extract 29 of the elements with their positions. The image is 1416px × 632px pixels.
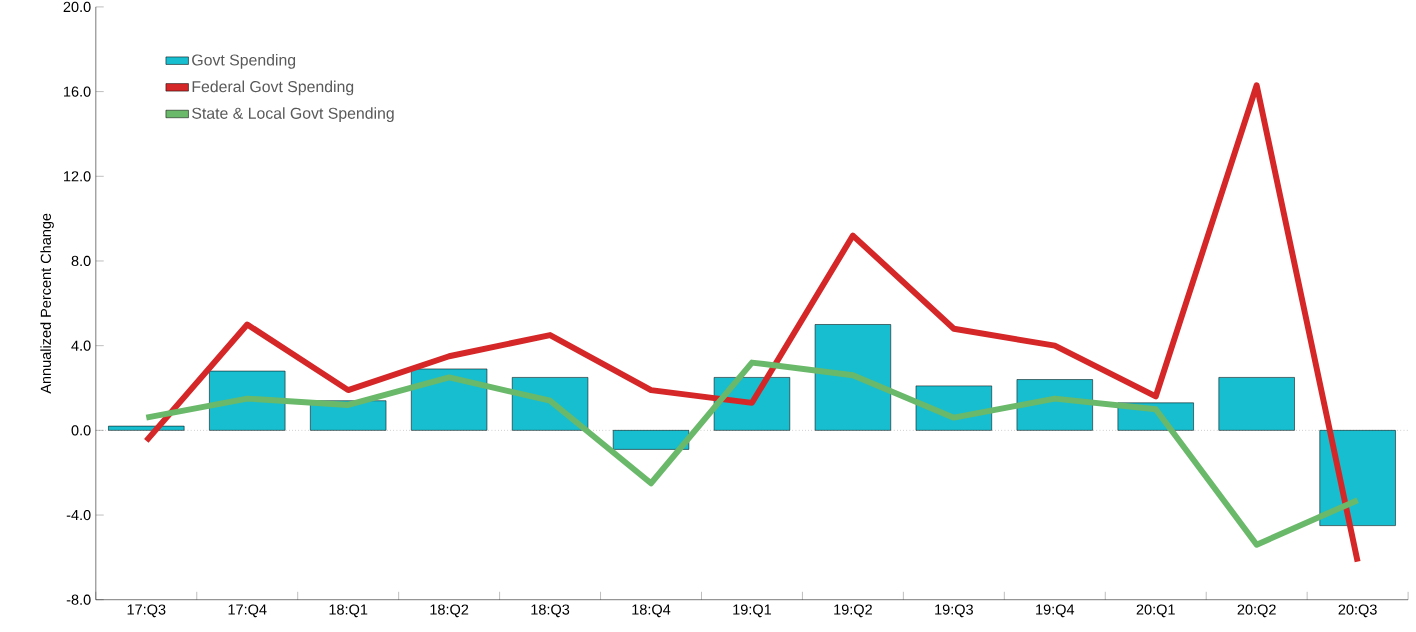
x-tick-label: 19:Q2 (834, 604, 872, 618)
legend-label: State & Local Govt Spending (192, 107, 394, 122)
bar (814, 324, 892, 431)
y-tick-label: 8.0 (71, 255, 91, 266)
bar (612, 429, 690, 450)
x-tick-label: 20:Q3 (1338, 604, 1377, 618)
x-tick-label: 20:Q2 (1237, 604, 1276, 618)
x-tick-label: 17:Q4 (228, 604, 267, 618)
y-tick-label: 12.0 (64, 170, 91, 182)
y-tick-label: 0.0 (71, 425, 91, 436)
x-tick-label: 18:Q1 (329, 604, 368, 618)
y-tick-label: -8.0 (66, 594, 91, 605)
x-tick-label: 18:Q3 (531, 604, 570, 618)
y-tick-label: 16.0 (64, 86, 91, 97)
x-tick-label: 19:Q3 (935, 604, 973, 618)
y-tick-label: 20.0 (63, 1, 91, 12)
x-tick-label: 19:Q4 (1036, 604, 1075, 618)
bar (1218, 376, 1295, 431)
y-tick-label: -4.0 (66, 509, 91, 520)
y-axis-title: Annualized Percent Change (40, 213, 54, 394)
y-tick-label: 4.0 (71, 340, 91, 351)
legend-label: Govt Spending (192, 53, 296, 69)
x-tick-label: 17:Q3 (127, 604, 166, 618)
x-tick-label: 19:Q1 (733, 604, 772, 618)
x-tick-label: 18:Q4 (632, 604, 671, 618)
bar (209, 370, 286, 431)
x-tick-label: 18:Q2 (430, 604, 469, 618)
x-tick-label: 20:Q1 (1136, 604, 1175, 618)
legend-label: Federal Govt Spending (192, 80, 354, 96)
